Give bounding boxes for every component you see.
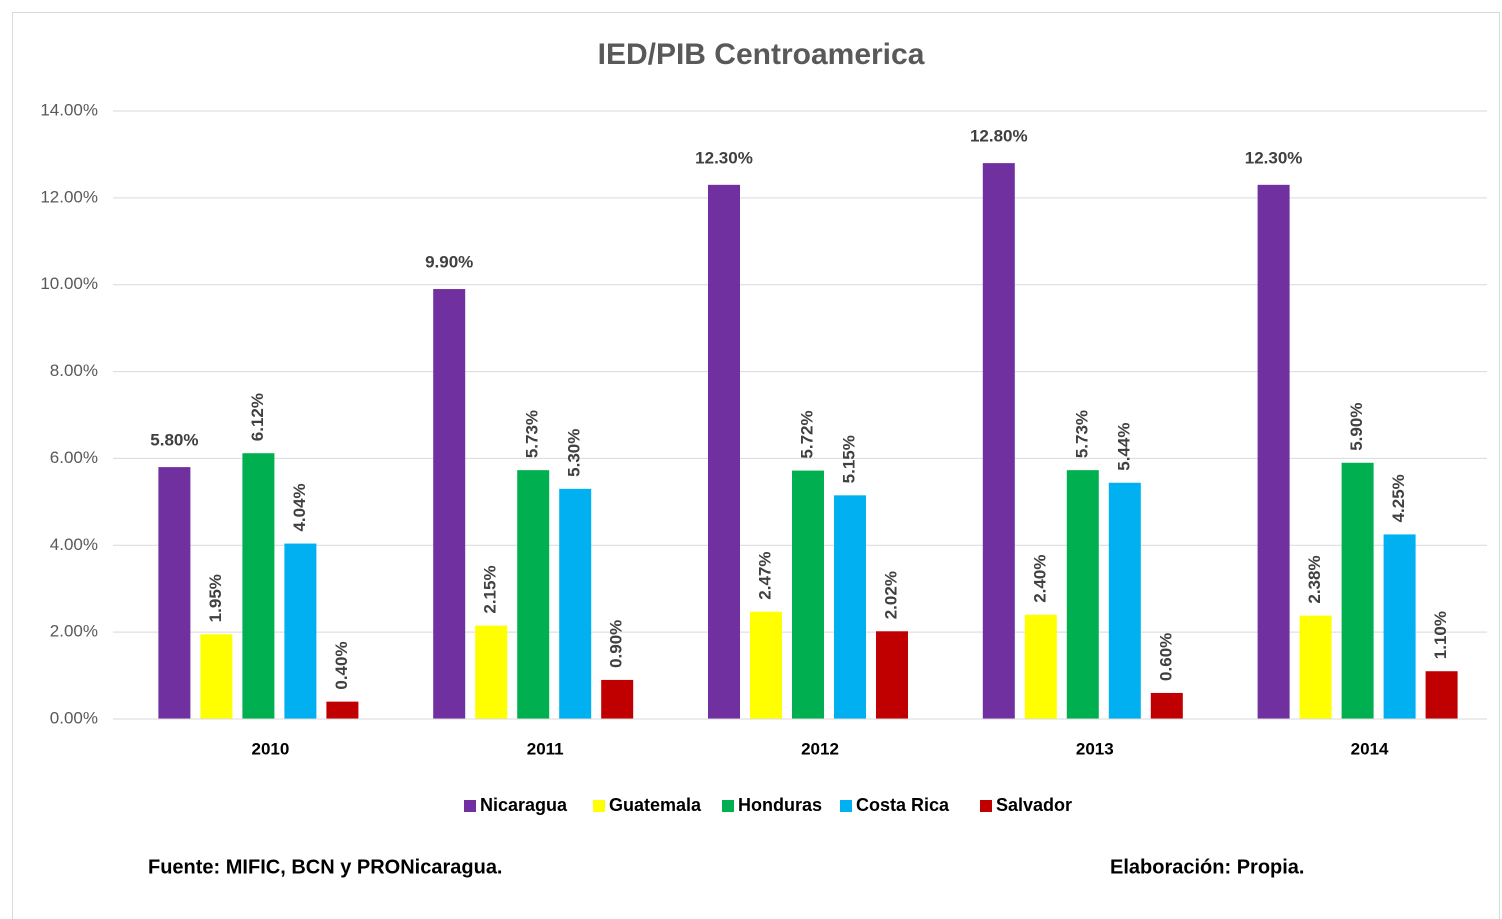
bar: [1299, 615, 1332, 719]
bar: [284, 543, 317, 719]
legend-swatch: [593, 800, 605, 812]
x-tick-label: 2013: [1076, 739, 1114, 758]
value-label: 5.30%: [565, 429, 584, 477]
value-label: 4.04%: [290, 483, 309, 531]
bar: [1341, 462, 1374, 719]
legend-swatch: [464, 800, 476, 812]
bar: [200, 634, 233, 719]
value-label: 2.15%: [481, 565, 500, 613]
value-label: 6.12%: [248, 393, 267, 441]
y-tick-label: 12.00%: [40, 187, 98, 206]
y-tick-label: 10.00%: [40, 274, 98, 293]
y-tick-label: 4.00%: [50, 535, 98, 554]
value-label: 2.47%: [755, 552, 774, 600]
value-label: 4.25%: [1389, 474, 1408, 522]
y-tick-label: 2.00%: [50, 622, 98, 641]
value-label: 5.73%: [1072, 410, 1091, 458]
value-label: 2.02%: [881, 571, 900, 619]
value-label: 1.10%: [1431, 611, 1450, 659]
value-label: 12.80%: [970, 127, 1028, 146]
bar: [433, 289, 466, 719]
bar: [601, 679, 634, 719]
value-label: 5.72%: [797, 410, 816, 458]
bar: [1425, 671, 1458, 719]
value-label: 0.90%: [607, 620, 626, 668]
bar: [1108, 482, 1141, 719]
legend-label: Costa Rica: [856, 795, 950, 815]
bar: [326, 701, 359, 719]
bar: [1383, 534, 1416, 719]
legend-label: Guatemala: [609, 795, 702, 815]
bar: [708, 184, 740, 720]
x-tick-label: 2012: [801, 739, 839, 758]
y-tick-label: 0.00%: [50, 708, 98, 727]
bar: [475, 625, 508, 719]
y-tick-label: 8.00%: [50, 361, 98, 380]
bar: [1066, 470, 1099, 719]
value-label: 5.15%: [839, 435, 858, 483]
legend-swatch: [840, 800, 852, 812]
bar: [1257, 184, 1290, 720]
credit-note: Elaboración: Propia.: [1110, 856, 1304, 878]
value-label: 12.30%: [695, 148, 753, 167]
bar: [750, 611, 782, 719]
value-label: 1.95%: [206, 574, 225, 622]
chart-title: IED/PIB Centroamerica: [598, 38, 925, 71]
value-label: 5.73%: [523, 410, 542, 458]
legend-swatch: [980, 800, 992, 812]
y-tick-label: 14.00%: [40, 100, 98, 119]
x-tick-label: 2010: [251, 739, 289, 758]
value-label: 0.40%: [332, 641, 351, 689]
bar: [792, 470, 824, 719]
y-tick-label: 6.00%: [50, 448, 98, 467]
bar: [242, 453, 275, 719]
value-label: 9.90%: [425, 253, 473, 272]
x-tick-label: 2014: [1351, 739, 1389, 758]
value-label: 5.44%: [1114, 423, 1133, 471]
legend-swatch: [722, 800, 734, 812]
bar: [517, 470, 550, 719]
legend-label: Nicaragua: [480, 795, 568, 815]
value-label: 2.38%: [1305, 555, 1324, 603]
legend-label: Salvador: [996, 795, 1072, 815]
bar: [1024, 614, 1057, 719]
bar: [876, 631, 908, 719]
source-note: Fuente: MIFIC, BCN y PRONicaragua.: [148, 856, 503, 878]
value-label: 0.60%: [1156, 633, 1175, 681]
bar: [559, 488, 592, 719]
bar: [982, 163, 1015, 720]
value-label: 5.80%: [150, 431, 198, 450]
x-tick-label: 2011: [527, 739, 564, 758]
bar: [158, 467, 191, 719]
bar: [1150, 692, 1183, 719]
legend-label: Honduras: [738, 795, 822, 815]
value-label: 5.90%: [1347, 403, 1366, 451]
value-label: 2.40%: [1030, 555, 1049, 603]
bar: [834, 495, 866, 719]
value-label: 12.30%: [1245, 148, 1303, 167]
